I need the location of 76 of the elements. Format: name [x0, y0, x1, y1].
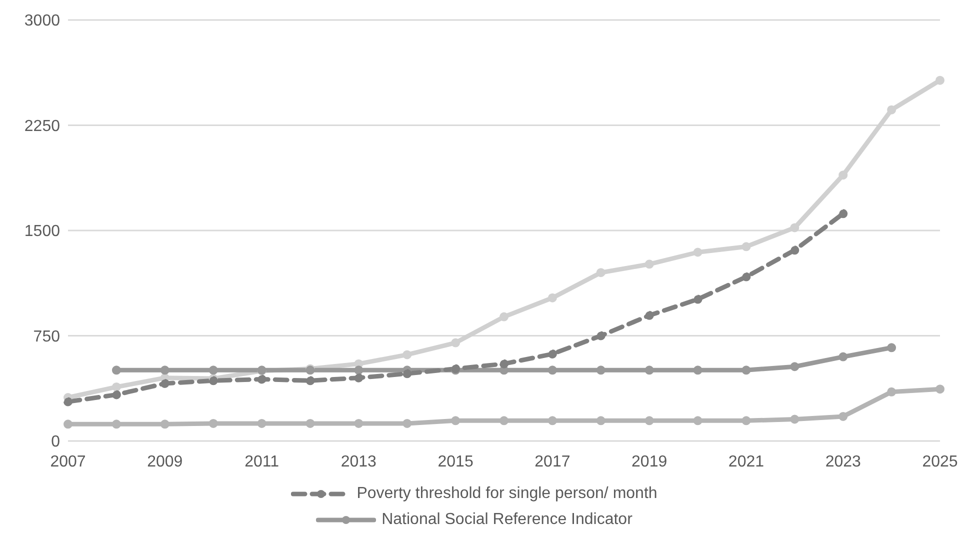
x-tick-label: 2013 [340, 453, 377, 470]
point [451, 338, 460, 348]
point [257, 374, 266, 384]
point [208, 418, 218, 428]
point [402, 418, 412, 428]
x-tick-label: 2015 [438, 453, 474, 470]
point [257, 418, 266, 428]
point [644, 310, 654, 320]
point [887, 105, 896, 114]
point [548, 366, 557, 375]
point [160, 378, 170, 388]
point [644, 366, 654, 375]
point [693, 366, 702, 375]
point [306, 418, 315, 428]
point [838, 352, 848, 362]
x-tick-label: 2011 [244, 453, 280, 470]
point [548, 416, 557, 426]
point [160, 420, 170, 429]
point [742, 242, 751, 252]
point [596, 331, 606, 340]
point [402, 350, 412, 360]
point [596, 366, 606, 375]
y-tick-label: 750 [33, 328, 60, 346]
point [306, 376, 315, 386]
x-tick-label: 2007 [50, 453, 86, 470]
point [596, 416, 606, 426]
point [112, 420, 121, 429]
y-tick-label: 1500 [24, 223, 60, 240]
legend-label: Poverty threshold for single person/ month [356, 485, 658, 503]
legend-label: National Social Reference Indicator [382, 511, 632, 529]
point [548, 293, 557, 302]
point [160, 366, 170, 375]
point [742, 366, 751, 375]
point [112, 366, 121, 375]
point [644, 260, 654, 269]
point [596, 268, 606, 278]
point [112, 390, 121, 400]
x-tick-label: 2025 [922, 453, 958, 470]
x-tick-label: 2021 [728, 453, 764, 470]
point [693, 294, 702, 304]
x-tick-label: 2009 [147, 453, 183, 470]
point [790, 223, 800, 232]
point [838, 209, 848, 218]
point [500, 312, 508, 322]
point [887, 387, 896, 396]
point [644, 416, 654, 426]
point [838, 412, 848, 421]
point [208, 366, 218, 375]
point [693, 416, 702, 426]
point [790, 362, 800, 372]
point [354, 366, 364, 375]
point [112, 382, 121, 392]
point [790, 414, 800, 424]
y-tick-label: 2250 [24, 118, 60, 135]
point [402, 369, 412, 378]
point [354, 373, 364, 382]
point [64, 397, 72, 406]
point [887, 343, 896, 352]
point [936, 76, 944, 85]
point [548, 349, 557, 358]
point [451, 416, 460, 426]
point [500, 359, 508, 368]
y-tick-label: 3000 [24, 12, 60, 30]
point [742, 416, 751, 426]
x-tick-label: 2023 [825, 453, 862, 470]
point [838, 170, 848, 180]
y-tick-label: 0 [51, 434, 60, 451]
x-tick-label: 2017 [534, 453, 570, 470]
point [64, 420, 72, 429]
point [693, 248, 702, 257]
point [742, 272, 751, 282]
point [790, 246, 800, 255]
point [936, 384, 944, 394]
point [354, 418, 364, 428]
point [500, 416, 508, 426]
x-tick-label: 2019 [632, 453, 668, 470]
